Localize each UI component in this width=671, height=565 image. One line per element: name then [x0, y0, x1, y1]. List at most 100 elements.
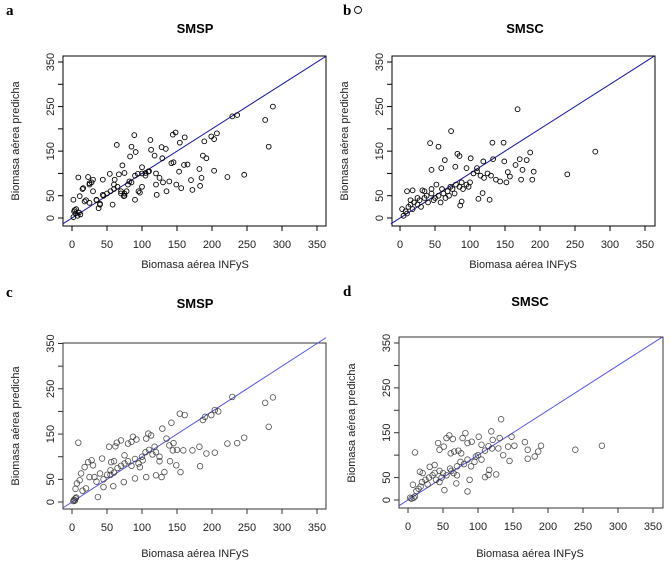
y-axis-label: Biomasa aérea predicha	[10, 81, 22, 201]
data-point	[201, 413, 209, 421]
data-point	[196, 166, 203, 172]
scatter-panel-a: a SMSP 0 50 100 150 200 250 300 350 0 50 150 250 350 Bi…	[6, 3, 327, 271]
data-point	[451, 190, 458, 197]
data-point	[133, 436, 140, 443]
x-tick-label: 150	[168, 522, 186, 534]
data-point	[477, 172, 484, 179]
data-point	[514, 106, 521, 113]
data-point	[149, 451, 156, 458]
data-point	[411, 199, 417, 206]
data-point	[169, 447, 176, 454]
data-point	[240, 434, 248, 441]
data-point	[201, 138, 208, 145]
data-point	[224, 174, 231, 180]
data-point	[121, 460, 128, 467]
data-point	[527, 149, 534, 156]
data-point	[173, 181, 180, 188]
data-point	[147, 137, 154, 143]
data-point	[450, 469, 457, 477]
data-point	[153, 170, 159, 177]
data-point	[443, 472, 450, 479]
data-point	[501, 158, 508, 165]
data-point	[156, 458, 163, 465]
data-point	[132, 149, 139, 155]
plot-frame	[62, 342, 327, 510]
data-point	[160, 179, 166, 186]
data-point	[474, 168, 480, 175]
data-point	[81, 463, 88, 471]
data-point	[156, 175, 163, 181]
data-point	[440, 443, 447, 450]
data-point	[497, 416, 505, 423]
x-axis-label: Biomasa aérea INFyS	[476, 548, 584, 560]
data-point	[475, 433, 482, 440]
data-point	[142, 473, 150, 481]
y-tick-label: 150	[45, 142, 57, 160]
data-point	[453, 463, 461, 470]
data-point	[500, 451, 507, 459]
data-point	[107, 467, 114, 474]
data-point	[440, 190, 447, 197]
data-point	[203, 155, 210, 162]
data-point	[489, 139, 496, 146]
data-point	[77, 470, 85, 477]
data-point	[404, 188, 410, 195]
x-tick-label: 350	[308, 239, 326, 251]
data-point	[419, 469, 426, 477]
data-point	[460, 186, 466, 192]
data-point	[429, 472, 436, 479]
data-point	[452, 163, 459, 170]
data-point	[211, 136, 217, 142]
data-point	[537, 442, 545, 449]
data-point	[409, 481, 417, 488]
data-point	[564, 171, 571, 178]
data-point	[111, 181, 117, 188]
x-tick-label: 100	[133, 239, 151, 251]
data-point	[506, 457, 513, 465]
x-tick-label: 200	[539, 521, 557, 533]
data-point	[262, 117, 269, 123]
chart-title: SMSC	[511, 294, 549, 309]
data-point	[107, 471, 114, 479]
y-tick-label: 150	[45, 425, 57, 443]
data-point	[90, 188, 96, 195]
data-point	[486, 196, 493, 203]
data-point	[211, 167, 217, 174]
data-point	[427, 140, 433, 146]
data-point	[142, 172, 149, 179]
x-tick-label: 150	[496, 239, 514, 251]
data-point	[496, 434, 503, 442]
data-point	[451, 448, 458, 455]
data-point	[161, 468, 168, 476]
data-point	[198, 175, 205, 181]
data-point	[132, 196, 138, 203]
data-point	[159, 425, 166, 432]
data-point	[508, 433, 515, 440]
data-point	[411, 449, 419, 456]
data-point	[425, 199, 431, 206]
data-point	[433, 181, 440, 188]
data-point	[180, 447, 187, 454]
data-point	[462, 429, 469, 437]
data-point	[448, 128, 454, 134]
data-point	[79, 487, 86, 494]
data-point	[113, 142, 120, 148]
data-point	[131, 475, 139, 482]
chart-title: SMSP	[177, 21, 214, 36]
y-tick-label: 50	[45, 473, 57, 485]
data-point	[98, 455, 106, 462]
panel-letter: d	[343, 284, 352, 300]
data-point	[147, 432, 155, 439]
data-point	[71, 497, 78, 504]
reference-line-1to1	[62, 55, 327, 225]
data-point	[467, 155, 474, 162]
data-point	[434, 439, 442, 447]
data-point	[135, 188, 142, 195]
y-tick-label: 0	[381, 497, 393, 503]
data-point	[176, 168, 182, 175]
data-point	[151, 152, 158, 159]
data-point	[200, 152, 206, 159]
data-point	[120, 478, 127, 486]
data-point	[208, 411, 215, 419]
